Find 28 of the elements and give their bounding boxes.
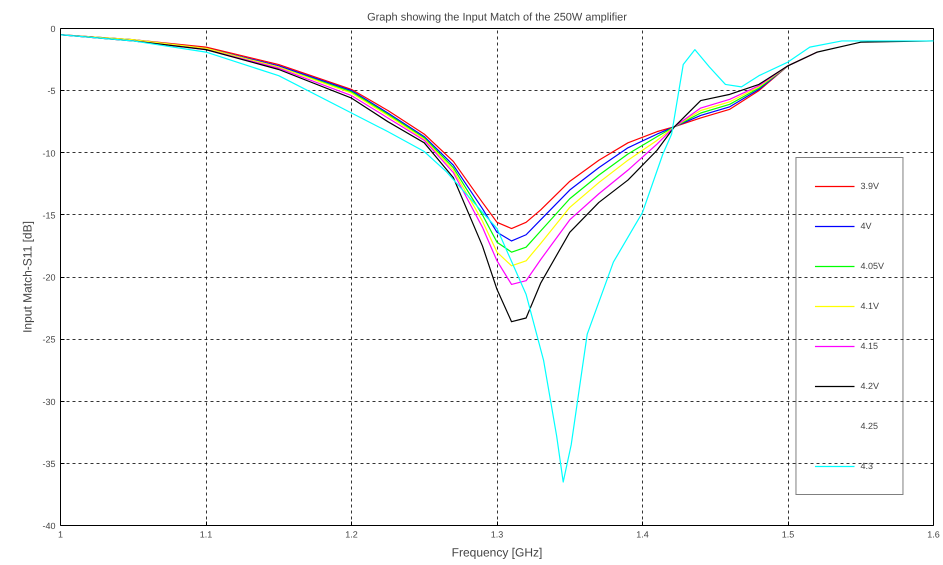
legend-label: 4.05V bbox=[860, 261, 884, 271]
legend-label: 4V bbox=[860, 221, 872, 231]
text: 4.25 bbox=[860, 421, 879, 431]
x-tick-label: 1.4 bbox=[636, 530, 649, 540]
line-series bbox=[60, 34, 934, 483]
x-tick-label: 1 bbox=[58, 530, 64, 540]
x-tick-label: 1.1 bbox=[200, 530, 212, 540]
legend-label: 4.1V bbox=[860, 301, 880, 311]
y-tick-label: -35 bbox=[42, 458, 56, 469]
y-tick-label: -10 bbox=[42, 148, 56, 158]
x-tick-label: 1.6 bbox=[927, 530, 940, 540]
y-tick-label: -20 bbox=[42, 272, 56, 282]
legend-label: 4.2V bbox=[860, 381, 880, 391]
y-tick-label: -5 bbox=[48, 86, 56, 96]
legend-label: 4.3 bbox=[860, 461, 874, 471]
y-tick-label: 0 bbox=[50, 24, 56, 34]
chart-title: Graph showing the Input Match of the 250W amplifier bbox=[367, 12, 628, 24]
x-axis-title: Frequency [GHz] bbox=[452, 546, 542, 560]
y-axis-title: Input Match-S11 [dB] bbox=[20, 221, 34, 333]
y-tick-label: -25 bbox=[42, 334, 56, 345]
y-tick-label: -15 bbox=[42, 210, 56, 220]
x-tick-label: 1.3 bbox=[490, 530, 504, 540]
x-tick-label: 1.2 bbox=[345, 530, 358, 540]
legend-label: 3.9V bbox=[860, 181, 880, 191]
legend-label: 4.15 bbox=[860, 341, 879, 351]
y-tick-label: -30 bbox=[42, 396, 56, 407]
y-tick-label: -40 bbox=[42, 521, 56, 531]
x-tick-label: 1.5 bbox=[782, 530, 794, 540]
